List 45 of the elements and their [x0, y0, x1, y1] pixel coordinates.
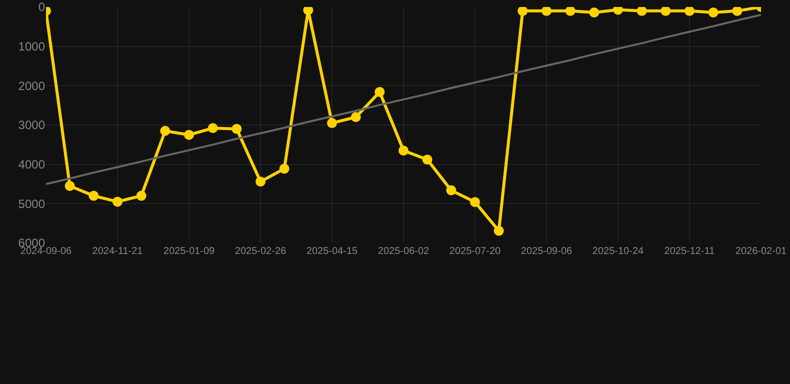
point [565, 7, 576, 16]
point [136, 190, 146, 201]
x-tick-label: 2025-06-02 [378, 246, 430, 257]
y-tick-label: 0 [38, 0, 46, 14]
point [112, 196, 122, 207]
point [422, 154, 432, 165]
x-tick-label: 2025-09-06 [520, 246, 573, 257]
y-tick-label: 5000 [18, 196, 46, 211]
line-series [46, 14, 761, 185]
x-tick-label: 2026-02-01 [735, 246, 788, 257]
point [660, 7, 671, 16]
point [446, 185, 456, 196]
point [732, 7, 742, 16]
point [542, 7, 552, 16]
y-tick-label: 1000 [18, 40, 46, 54]
point [208, 123, 218, 134]
point [256, 176, 266, 187]
point [350, 112, 361, 122]
x-tick-label: 2025-02-26 [234, 246, 287, 257]
point [494, 226, 504, 236]
point [184, 130, 194, 140]
x-tick-label: 2025-12-11 [664, 246, 716, 257]
point [708, 8, 718, 18]
x-tick-label: 2025-01-09 [163, 246, 216, 257]
point [518, 7, 528, 16]
point [374, 86, 385, 97]
point [589, 8, 600, 18]
point [64, 180, 75, 191]
point [88, 190, 99, 201]
y-tick-label: 2000 [18, 78, 46, 93]
point [636, 7, 647, 16]
x-tick-label: 2025-07-20 [449, 246, 502, 257]
point [303, 7, 314, 16]
point [327, 118, 337, 128]
x-tick-label: 2025-04-15 [306, 246, 358, 257]
point [232, 124, 242, 134]
point [160, 126, 170, 136]
point [684, 7, 694, 16]
x-tick-label: 2025-10-24 [592, 246, 644, 257]
point [398, 146, 408, 156]
point [279, 164, 290, 174]
point [470, 197, 480, 208]
y-tick-label: 4000 [18, 158, 46, 172]
x-tick-label: 2024-11-21 [92, 246, 144, 257]
y-tick-label: 3000 [18, 118, 46, 132]
